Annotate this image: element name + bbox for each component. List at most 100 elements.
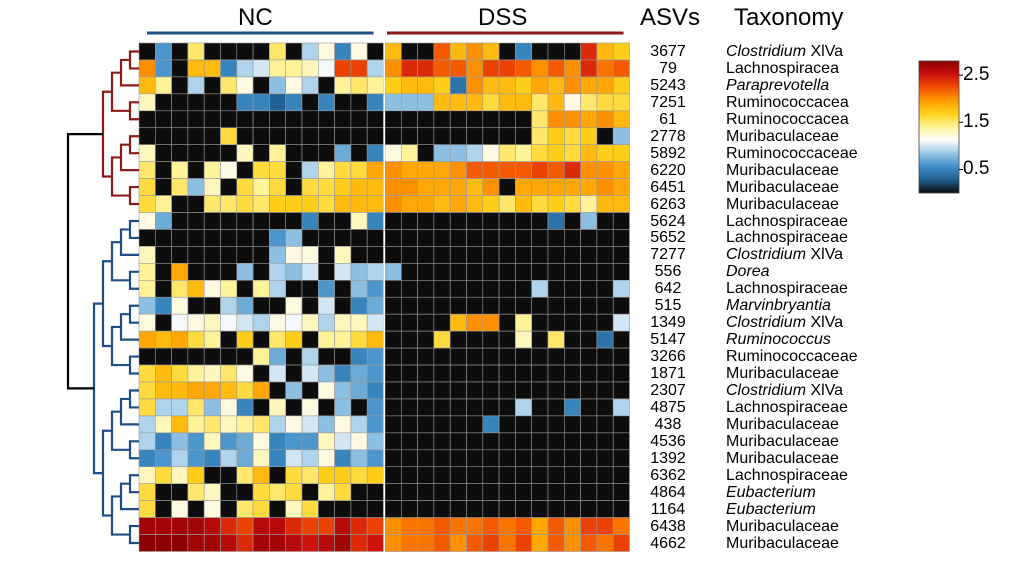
heatmap-cell [531, 229, 549, 247]
heatmap-cell [317, 313, 335, 332]
heatmap-cell [220, 432, 238, 451]
heatmap-cell [384, 76, 402, 95]
heatmap-cell [596, 59, 614, 78]
heatmap-cell [366, 93, 384, 112]
heatmap-cell [334, 500, 352, 518]
heatmap-cell [317, 263, 335, 281]
heatmap-cell [563, 229, 581, 247]
heatmap-cell [203, 127, 221, 146]
heatmap-cell [482, 195, 500, 213]
heatmap-cell [612, 195, 630, 213]
heatmap-cell [515, 144, 533, 162]
heatmap-cell [547, 500, 565, 518]
heatmap-cell [596, 330, 614, 349]
dendrogram-branch [128, 270, 139, 290]
asv-label: 6263 [650, 195, 686, 213]
heatmap-cell [433, 161, 451, 179]
heatmap-cell [466, 500, 484, 518]
heatmap-cell [350, 313, 368, 332]
heatmap-cell [515, 110, 533, 129]
taxonomy-label: Lachnospiraceae [726, 399, 848, 416]
asv-label: 1871 [650, 365, 686, 383]
heatmap-cell [384, 500, 402, 518]
heatmap-cell [417, 93, 435, 112]
heatmap-cell [466, 127, 484, 146]
heatmap-cell [236, 517, 254, 535]
heatmap-cell [171, 144, 189, 162]
asv-column-header: ASVs [640, 4, 701, 31]
heatmap-cell [531, 59, 549, 78]
heatmap-cell [531, 263, 549, 281]
heatmap-cell [449, 229, 467, 247]
dendrogram-branch [128, 440, 139, 460]
heatmap-cell [482, 246, 500, 264]
heatmap-cell [203, 263, 221, 281]
heatmap-cell [449, 144, 467, 162]
heatmap-cell [482, 296, 500, 315]
heatmap-cell [171, 279, 189, 298]
heatmap-cell [203, 161, 221, 179]
heatmap-cell [334, 59, 352, 78]
heatmap-cell [449, 347, 467, 366]
heatmap-cell [171, 449, 189, 468]
heatmap-cell [138, 432, 156, 451]
heatmap-cell [596, 449, 614, 468]
heatmap-cell [531, 330, 549, 349]
heatmap-cell [366, 42, 384, 61]
heatmap-cell [187, 313, 205, 332]
heatmap-cell [269, 161, 286, 179]
heatmap-cell [252, 381, 270, 400]
asv-label: 4662 [650, 534, 686, 552]
heatmap-cell [350, 178, 368, 196]
dendrogram-branch [128, 50, 139, 70]
heatmap-cell [612, 364, 630, 383]
heatmap-cell [171, 59, 189, 78]
taxonomy-text: Lachnospiraceae [726, 229, 848, 247]
heatmap-cell [301, 59, 319, 78]
heatmap-cell [580, 347, 598, 366]
heatmap-cell [155, 59, 172, 78]
heatmap-cell [466, 42, 484, 61]
heatmap-cell [203, 313, 221, 332]
heatmap-cell [612, 330, 630, 349]
heatmap-cell [482, 381, 500, 400]
heatmap-cell [482, 517, 500, 535]
heatmap-cell [366, 127, 384, 146]
heatmap-cell [400, 517, 418, 535]
heatmap-cell [187, 330, 205, 349]
heatmap-cell [400, 296, 418, 315]
heatmap-cell [515, 483, 533, 501]
heatmap-cell [433, 313, 451, 332]
heatmap-cell [138, 93, 156, 112]
heatmap-cell [596, 76, 614, 95]
asv-label: 7251 [650, 93, 686, 111]
heatmap-cell [547, 178, 565, 196]
heatmap-cell [433, 178, 451, 196]
heatmap-cell [449, 42, 467, 61]
heatmap-cell [417, 42, 435, 61]
heatmap-cell [236, 449, 254, 468]
heatmap-cell [334, 212, 352, 230]
heatmap-cell [220, 229, 238, 247]
heatmap-cell [563, 296, 581, 315]
heatmap-cell [334, 449, 352, 468]
heatmap-cell [531, 415, 549, 434]
heatmap-cell [269, 534, 286, 552]
heatmap-cell [252, 59, 270, 78]
heatmap-cell [482, 161, 500, 179]
heatmap-cell [236, 144, 254, 162]
heatmap-cell [563, 415, 581, 434]
heatmap-cell [220, 42, 238, 61]
heatmap-cell [515, 161, 533, 179]
heatmap-cell [269, 76, 286, 95]
heatmap-cell [220, 161, 238, 179]
heatmap-cell [580, 144, 598, 162]
heatmap-cell [547, 483, 565, 501]
heatmap-cell [269, 246, 286, 264]
heatmap-cell [498, 483, 516, 501]
heatmap-cell [433, 364, 451, 383]
heatmap-cell [563, 76, 581, 95]
heatmap-cell [155, 364, 172, 383]
heatmap-cell [317, 127, 335, 146]
heatmap-cell [400, 263, 418, 281]
